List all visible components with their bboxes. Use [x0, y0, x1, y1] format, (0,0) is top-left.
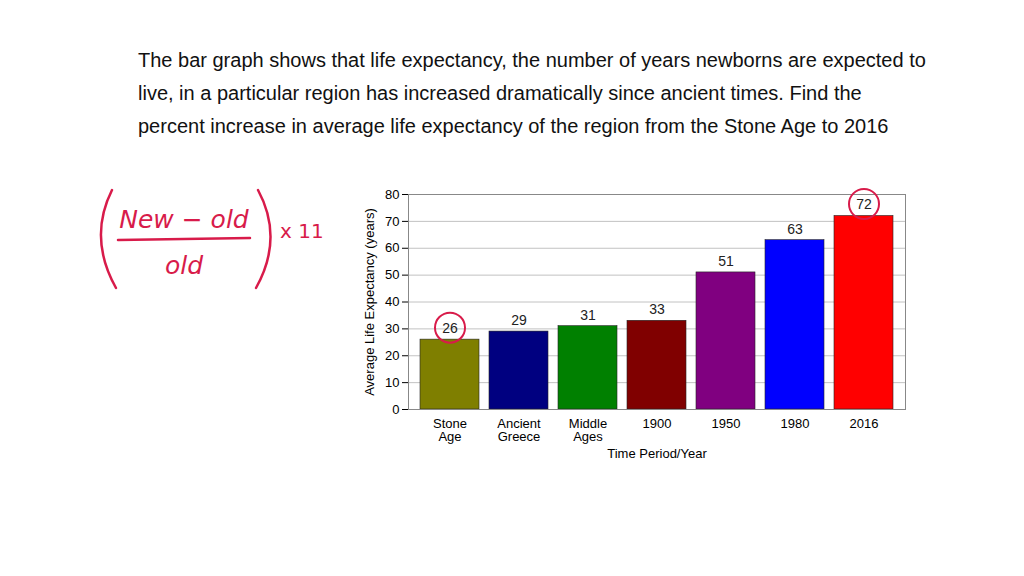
svg-text:old: old — [165, 251, 203, 280]
svg-text:0: 0 — [392, 402, 399, 417]
svg-text:20: 20 — [385, 348, 399, 363]
svg-text:63: 63 — [787, 221, 803, 237]
svg-text:26: 26 — [442, 320, 458, 336]
svg-text:40: 40 — [385, 294, 399, 309]
svg-text:80: 80 — [385, 187, 399, 202]
svg-text:1950: 1950 — [712, 416, 741, 431]
svg-text:50: 50 — [385, 267, 399, 282]
svg-text:Average Life Expectancy (years: Average Life Expectancy (years) — [362, 208, 377, 396]
html-text:The bar graph shows that life: The bar graph shows that life expectancy… — [138, 49, 926, 137]
svg-text:2016: 2016 — [850, 416, 879, 431]
svg-text:30: 30 — [385, 321, 399, 336]
svg-text:10: 10 — [385, 375, 399, 390]
svg-text:51: 51 — [718, 253, 734, 269]
svg-text:31: 31 — [580, 307, 596, 323]
svg-text:33: 33 — [649, 301, 665, 317]
svg-text:Time Period/Year: Time Period/Year — [607, 446, 707, 461]
svg-text:60: 60 — [385, 240, 399, 255]
svg-text:AncientGreece: AncientGreece — [497, 416, 541, 444]
svg-text:1900: 1900 — [643, 416, 672, 431]
svg-text:72: 72 — [856, 196, 872, 212]
svg-text:x 11: x 11 — [280, 219, 324, 243]
svg-text:MiddleAges: MiddleAges — [569, 416, 607, 444]
svg-text:29: 29 — [511, 312, 527, 328]
svg-text:StoneAge: StoneAge — [433, 416, 467, 444]
svg-text:70: 70 — [385, 214, 399, 229]
svg-text:New − old: New − old — [119, 205, 249, 234]
svg-text:1980: 1980 — [781, 416, 810, 431]
